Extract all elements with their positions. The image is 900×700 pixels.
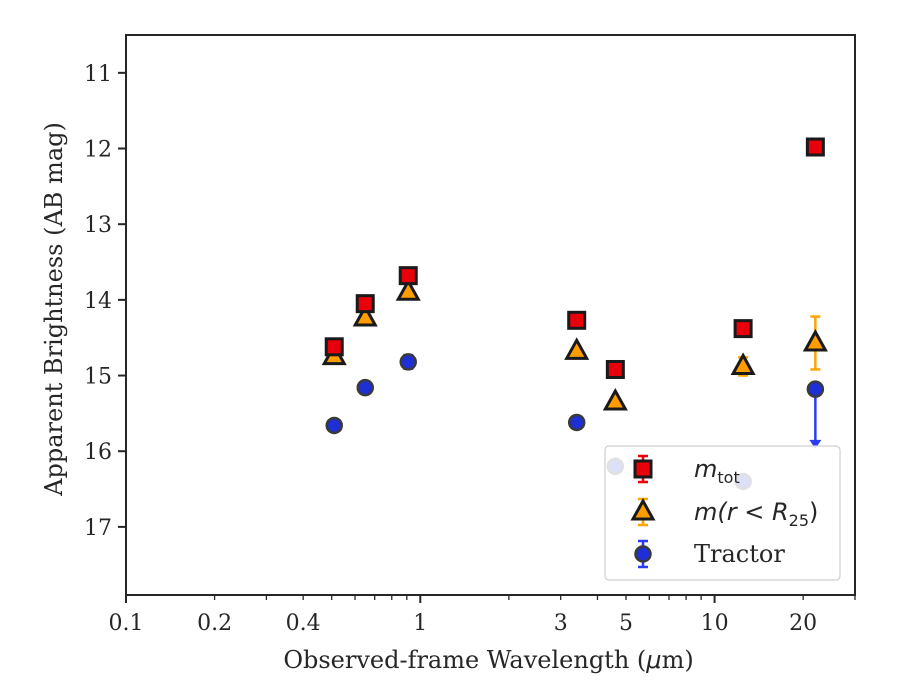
x-tick-label: 0.1: [109, 611, 144, 636]
y-tick-label: 15: [84, 365, 112, 390]
y-axis-label: Apparent Brightness (AB mag): [40, 122, 68, 497]
data-point-triangle: [730, 352, 756, 375]
x-axis-label: Observed-frame Wavelength (μm): [283, 646, 693, 674]
data-point-triangle: [802, 328, 828, 352]
data-point-square: [605, 359, 625, 379]
data-point-circle: [806, 380, 825, 398]
legend-marker-circle: [634, 545, 652, 563]
x-tick-label: 20: [789, 611, 817, 636]
data-point-square: [805, 137, 825, 157]
data-point-triangle: [395, 278, 421, 301]
legend-entry: mtot: [633, 454, 740, 487]
data-point-triangle: [352, 303, 378, 327]
x-tick-label: 10: [701, 611, 729, 636]
series-square: [324, 137, 825, 379]
y-tick-label: 11: [84, 62, 112, 87]
x-tick-label: 5: [619, 611, 633, 636]
legend-label: Tractor: [694, 540, 785, 568]
x-tick-label: 0.2: [197, 611, 232, 636]
y-tick-label: 16: [84, 440, 112, 465]
data-point-circle: [567, 413, 586, 432]
plot-frame: [125, 34, 856, 596]
y-tick-label: 13: [84, 213, 112, 238]
y-tick-label: 17: [84, 516, 112, 541]
data-point-circle: [399, 353, 417, 371]
data-point-triangle: [602, 387, 628, 411]
lower-limit-arrow: [809, 439, 822, 449]
data-point-square: [398, 266, 418, 286]
legend-marker-triangle: [630, 497, 656, 521]
data-series: [321, 137, 828, 491]
x-tick-label: 3: [554, 611, 568, 636]
data-point-square: [567, 310, 587, 330]
y-tick-label: 12: [84, 138, 112, 163]
legend-marker-square: [633, 459, 653, 479]
legend-label: m(r < R25): [694, 498, 818, 530]
x-tick-label: 0.4: [286, 611, 321, 636]
x-tick-label: 1: [413, 611, 427, 636]
data-point-square: [733, 319, 753, 339]
legend-entry: m(r < R25): [630, 497, 818, 530]
data-point-circle: [356, 378, 374, 397]
legend-entry: Tractor: [634, 539, 785, 569]
series-triangle: [321, 278, 828, 411]
legend-label: mtot: [694, 455, 740, 487]
data-point-square: [324, 337, 344, 357]
y-tick-label: 14: [84, 289, 112, 314]
data-point-triangle: [564, 337, 590, 360]
legend: mtot m(r < R25) Tractor: [604, 445, 841, 581]
data-point-circle: [325, 416, 343, 435]
legend-box: [604, 445, 841, 581]
data-point-square: [355, 294, 375, 314]
